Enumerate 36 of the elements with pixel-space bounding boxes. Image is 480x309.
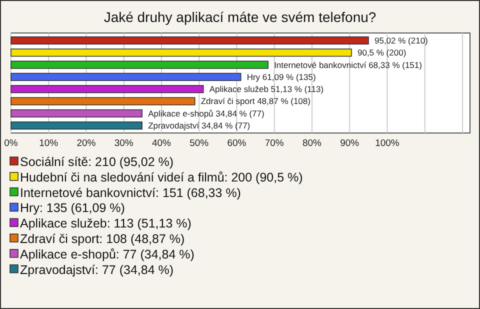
legend-label: Aplikace e-shopů: 77 (34,84 %) (20, 247, 194, 262)
bar (10, 85, 204, 94)
legend-label: Hry: 135 (61,09 %) (20, 201, 125, 216)
data-label: Internetové bankovnictví 68,33 % (151) (274, 60, 422, 70)
legend-label: Aplikace služeb: 113 (51,13 %) (20, 216, 192, 231)
x-tick-label: 60% (227, 138, 247, 149)
x-tick-label: 90% (340, 138, 360, 149)
bar (10, 109, 142, 118)
data-label: Aplikace e-shopů 34,84 % (77) (148, 108, 264, 118)
legend-label: Zdraví či sport: 108 (48,87 %) (20, 232, 185, 246)
data-label: Zdraví či sport 48,87 % (108) (200, 96, 311, 106)
x-tick-label: 80% (302, 138, 322, 149)
bar (10, 48, 352, 57)
bar (10, 36, 369, 45)
x-tick-label: 20% (76, 138, 96, 149)
bar (10, 72, 242, 81)
x-tick-label: 50% (190, 138, 210, 149)
chart-title: Jaké druhy aplikací máte ve svém telefonu? (104, 9, 376, 25)
x-tick-label: 30% (114, 138, 134, 149)
x-tick-label: 100% (375, 138, 400, 149)
data-label: Zpravodajství 34,84 % (77) (148, 120, 250, 131)
data-label: 95,02 % (210) (374, 35, 428, 46)
bar (10, 97, 196, 106)
legend-label: Zpravodajství: 77 (34,84 %) (20, 262, 174, 277)
data-label: Hry 61,09 % (135) (246, 72, 316, 82)
data-label: Aplikace služeb 51,13 % (113) (209, 84, 324, 94)
data-label: 90,5 % (200) (357, 48, 406, 58)
legend-label: Hudební či na sledování videí a filmů: 200 (90,5 %) (20, 170, 303, 184)
x-tick-label: 70% (264, 138, 284, 149)
legend-label: Sociální sítě: 210 (95,02 %) (20, 155, 174, 169)
x-tick-label: 0% (4, 138, 18, 149)
x-tick-label: 40% (152, 138, 172, 149)
bar (10, 121, 142, 130)
x-tick-label: 10% (39, 138, 59, 149)
legend-label: Internetové bankovnictví: 151 (68,33 %) (20, 186, 241, 200)
bar (10, 60, 268, 69)
